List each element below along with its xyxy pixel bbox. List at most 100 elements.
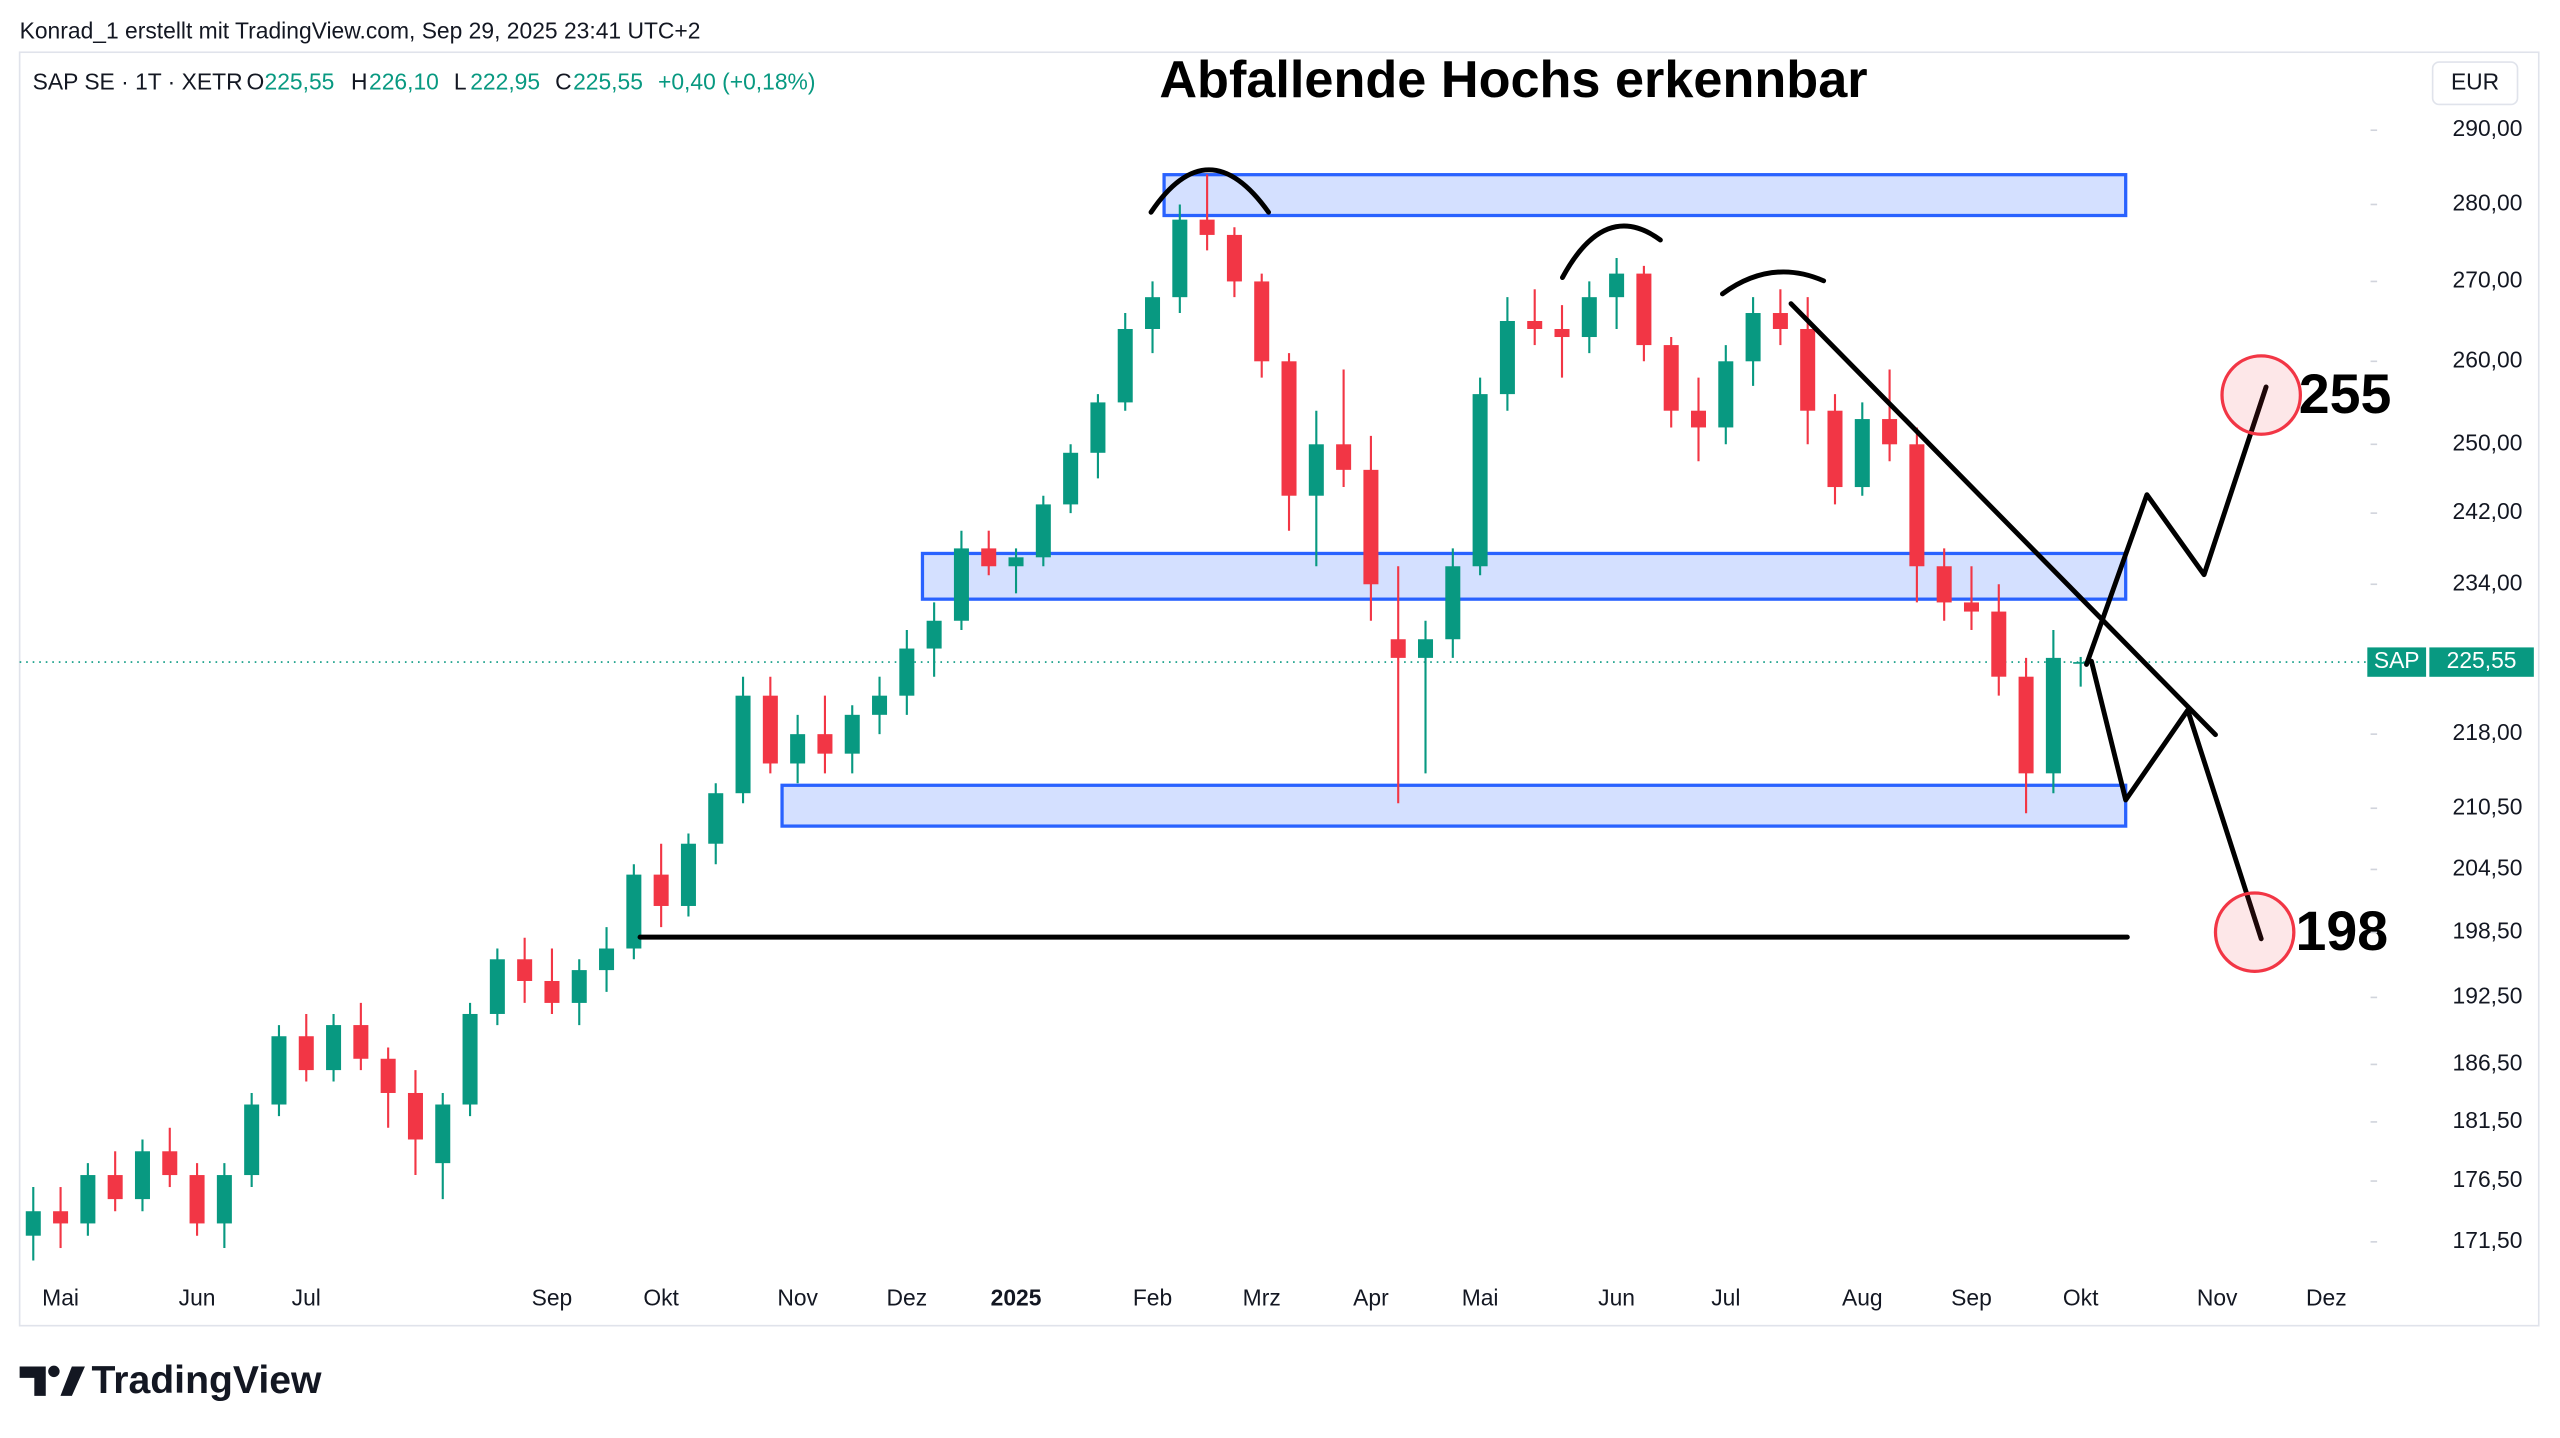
x-tick-label: Okt (643, 1285, 679, 1311)
quote-value: 222,95 (470, 68, 540, 94)
zone (1162, 173, 2128, 218)
candle-body (571, 970, 587, 1003)
candle-body (435, 1104, 451, 1164)
x-tick-label: Jul (292, 1285, 321, 1311)
last-price-symbol-box (2367, 647, 2427, 677)
scenario-up (2084, 384, 2269, 667)
x-tick-label: 2025 (991, 1285, 1042, 1311)
x-tick-label: Jun (179, 1285, 216, 1311)
candle-body (1690, 410, 1707, 428)
quote-value: 225,55 (573, 68, 643, 94)
candle-body (1718, 361, 1734, 428)
candle-body (407, 1092, 423, 1140)
candle-body (1418, 639, 1434, 658)
candle-body (462, 1013, 478, 1105)
scenario-down (2088, 658, 2264, 942)
arc (1559, 223, 1663, 280)
target-circle (2220, 354, 2303, 436)
y-tick-label: 186,50 (2453, 1049, 2523, 1075)
candle-body (326, 1025, 342, 1071)
candle-body (1527, 320, 1543, 329)
y-tick-label: 210,50 (2453, 793, 2523, 819)
candle-body (1963, 602, 1979, 612)
candle-body (1363, 469, 1379, 585)
candle-body (1445, 566, 1461, 640)
quote-value: 226,10 (369, 68, 439, 94)
candle-body (790, 734, 806, 764)
y-tick-label: 181,50 (2453, 1107, 2523, 1133)
candle-body (1854, 419, 1870, 488)
candle-body (544, 980, 560, 1003)
target-circle (2213, 891, 2296, 974)
candle-body (134, 1151, 150, 1200)
candle-body (1554, 328, 1570, 338)
quote-key: O (247, 68, 265, 94)
candle-body (1226, 234, 1242, 282)
candle-body (517, 959, 533, 981)
candle-body (2045, 657, 2061, 774)
candle-body (1609, 273, 1625, 298)
trend-line (1788, 301, 2218, 738)
candle-body (80, 1175, 96, 1224)
candle-body (53, 1211, 69, 1224)
x-tick-label: Feb (1133, 1285, 1172, 1311)
candle-body (981, 548, 997, 567)
candle-body (1772, 313, 1788, 329)
quote-key: H (351, 68, 368, 94)
zone (920, 551, 2128, 601)
symbol: SAP SE · 1T · XETR (33, 68, 243, 94)
candle-body (926, 620, 942, 649)
x-tick-label: Mrz (1243, 1285, 1281, 1311)
y-tick-label: 198,50 (2453, 917, 2523, 943)
candle-body (162, 1151, 178, 1176)
candle-body (899, 648, 915, 696)
candle-body (1800, 328, 1816, 411)
currency-box (2431, 61, 2519, 106)
last-price-symbol: SAP (2374, 647, 2420, 673)
candle-body (271, 1036, 287, 1105)
y-tick-label: 250,00 (2453, 429, 2523, 455)
credit: Konrad_1 erstellt mit TradingView.com, S… (20, 18, 701, 44)
quote-key: L (454, 68, 467, 94)
candle-body (1199, 219, 1215, 235)
candle-body (298, 1036, 314, 1071)
candle-body (872, 695, 888, 715)
x-tick-label: Dez (2306, 1285, 2347, 1311)
y-tick-label: 192,50 (2453, 982, 2523, 1008)
target-label: 198 (2295, 900, 2388, 962)
x-tick-label: Dez (887, 1285, 928, 1311)
candle-body (489, 959, 505, 1014)
candle-body (1636, 273, 1652, 346)
x-tick-label: Sep (532, 1285, 573, 1311)
y-tick-label: 260,00 (2453, 346, 2523, 372)
candle-body (1991, 611, 2007, 677)
candle-body (1909, 444, 1925, 567)
zone (780, 783, 2128, 828)
y-tick-label: 242,00 (2453, 498, 2523, 524)
quote-key: C (555, 68, 572, 94)
candle-body (189, 1175, 205, 1224)
x-tick-label: Nov (777, 1285, 818, 1311)
candle-body (380, 1058, 396, 1093)
candle-body (1936, 566, 1952, 603)
y-tick-label: 234,00 (2453, 569, 2523, 595)
candle-body (2073, 662, 2089, 664)
candle-body (1090, 402, 1106, 453)
x-tick-label: Jun (1598, 1285, 1635, 1311)
candle-body (735, 695, 751, 794)
candle-body (1172, 219, 1188, 298)
candle-body (1008, 557, 1024, 567)
y-tick-label: 218,00 (2453, 719, 2523, 745)
candle-body (1745, 313, 1761, 362)
candle-body (1336, 444, 1352, 470)
target-label: 255 (2299, 363, 2392, 425)
brand-logo (19, 1365, 85, 1396)
candle-body (1281, 361, 1297, 496)
candle-body (708, 793, 724, 844)
candle-body (1499, 320, 1515, 395)
x-tick-label: Mai (1462, 1285, 1499, 1311)
candle-body (626, 874, 642, 949)
x-tick-label: Aug (1842, 1285, 1883, 1311)
candle-body (1145, 297, 1161, 329)
